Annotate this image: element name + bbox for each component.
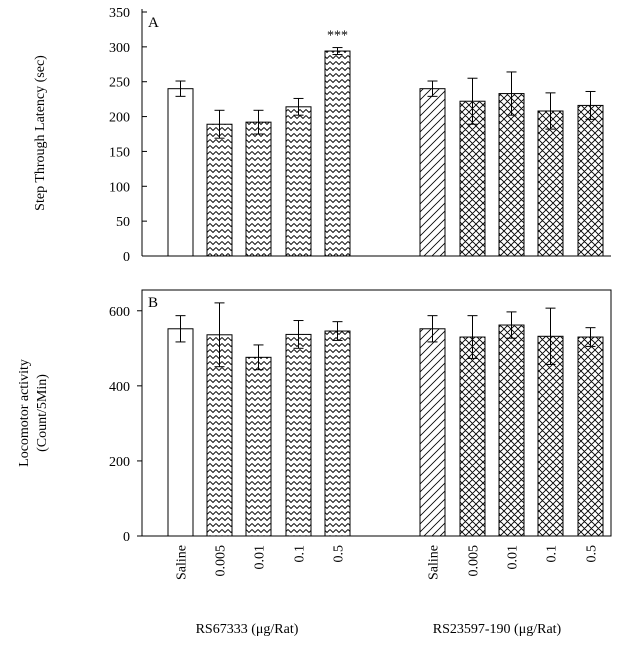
y-tick-label-a: 200: [109, 111, 130, 126]
bar-b-10: [577, 336, 604, 537]
y-ticks-a: 0 50 100 150 200 250 300 350: [109, 6, 147, 265]
x-tick-labels: Saline 0.005 0.01 0.1 0.5 Saline 0.005 0.01 0.1 0…: [175, 545, 600, 580]
bar-a-4: [285, 106, 312, 257]
bar-b-1: [167, 328, 194, 537]
error-bar-a-8: [506, 71, 517, 116]
x-tick-label: 0.01: [506, 545, 521, 570]
error-bar-b-5: [332, 321, 343, 341]
y-tick-label-a: 50: [116, 215, 130, 230]
bar-b-4: [285, 333, 312, 537]
error-bar-a-1: [175, 80, 186, 97]
error-bar-a-3: [253, 109, 264, 135]
y-ticks-b: 0 200 400 600: [109, 305, 142, 545]
x-tick-label: Saline: [427, 545, 442, 580]
error-bar-a-5: [332, 47, 343, 56]
y-axis-label-b-line1: Locomotor activity: [17, 359, 32, 467]
error-bar-b-10: [585, 327, 596, 347]
panel-a: A Step Through Latency (sec) 0 50 100 150 20…: [33, 6, 611, 265]
bar-b-7: [459, 336, 486, 537]
bar-a-10: [577, 104, 604, 257]
y-tick-label-a: 0: [123, 250, 130, 265]
error-bar-b-7: [467, 315, 478, 359]
x-tick-label: 0.1: [293, 545, 308, 563]
y-tick-label-a: 250: [109, 76, 130, 91]
error-bar-b-2: [214, 302, 225, 368]
bar-b-3: [245, 356, 272, 537]
error-bar-a-9: [545, 92, 556, 130]
error-bar-a-6: [427, 80, 438, 97]
y-tick-label-a: 100: [109, 180, 130, 195]
error-bar-b-1: [175, 315, 186, 343]
bar-b-9: [537, 335, 564, 537]
bar-a-9: [537, 110, 564, 257]
y-tick-label-a: 350: [109, 6, 130, 21]
panel-label-b: B: [148, 295, 158, 311]
bar-a-2: [206, 123, 233, 257]
y-tick-label-b: 0: [123, 530, 130, 545]
error-bar-a-7: [467, 77, 478, 125]
significance-annotation: ***: [327, 29, 348, 44]
bar-a-3: [245, 121, 272, 257]
y-tick-label-b: 200: [109, 455, 130, 470]
y-tick-label-a: 150: [109, 145, 130, 160]
error-bar-b-9: [545, 307, 556, 365]
group-label-rs23597: RS23597-190 (μg/Rat): [433, 622, 562, 637]
y-tick-label-a: 300: [109, 41, 130, 56]
bar-a-8: [498, 93, 525, 257]
bars-a: [167, 47, 604, 257]
bar-a-1: [167, 88, 194, 257]
annotations-a: ***: [327, 29, 348, 44]
bar-b-8: [498, 324, 525, 537]
bar-b-2: [206, 334, 233, 537]
x-tick-label: 0.1: [545, 545, 560, 563]
x-tick-label: 0.005: [467, 545, 482, 577]
x-tick-label: 0.5: [585, 545, 600, 563]
bars-b: [167, 302, 604, 537]
y-axis-label-b-line2: (Count/5Min): [35, 374, 50, 452]
y-axis-label-a: Step Through Latency (sec): [33, 55, 48, 211]
error-bar-a-4: [293, 97, 304, 116]
bar-b-6: [419, 328, 446, 537]
bar-a-6: [419, 88, 446, 257]
panel-label-a: A: [148, 15, 159, 31]
bar-a-5: [324, 50, 351, 257]
group-label-rs67333: RS67333 (μg/Rat): [196, 622, 299, 637]
error-bar-b-8: [506, 311, 517, 339]
x-tick-label: 0.01: [253, 545, 268, 570]
plot-frame-b: [141, 289, 612, 537]
error-bar-a-10: [585, 90, 596, 120]
y-tick-label-b: 400: [109, 380, 130, 395]
bar-b-5: [324, 330, 351, 537]
x-tick-label: Saline: [175, 545, 190, 580]
x-tick-label: 0.005: [214, 545, 229, 577]
error-bar-a-2: [214, 109, 225, 139]
y-tick-label-b: 600: [109, 305, 130, 320]
panel-b: B Locomotor activity (Count/5Min) 0 200 40…: [17, 289, 612, 580]
error-bar-b-3: [253, 344, 264, 371]
x-tick-label: 0.5: [332, 545, 347, 563]
error-bar-b-6: [427, 315, 438, 343]
error-bar-b-4: [293, 320, 304, 349]
